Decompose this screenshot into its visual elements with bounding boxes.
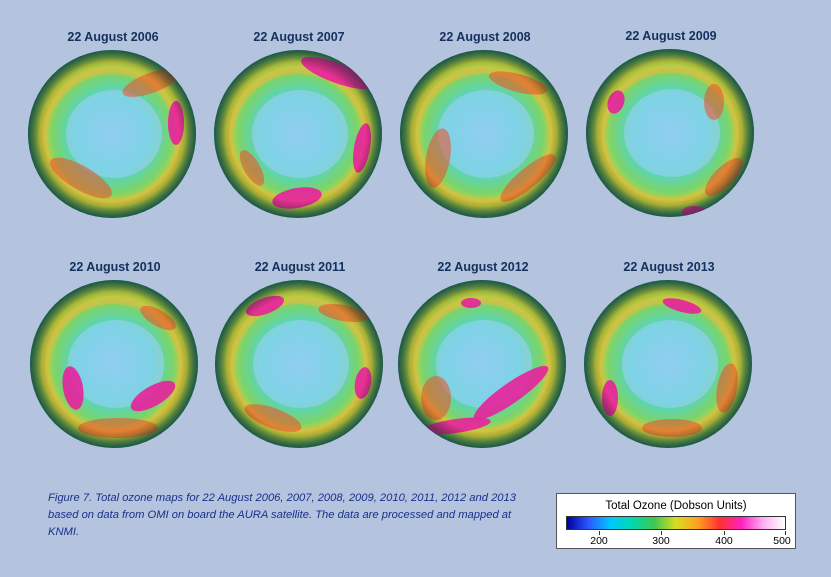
globe-shading: [584, 280, 752, 448]
ozone-map-panel-2007: 22 August 2007: [206, 30, 392, 240]
map-title: 22 August 2012: [437, 260, 529, 274]
legend-tick: [724, 531, 725, 535]
ozone-map-panel-2006: 22 August 2006: [20, 30, 206, 240]
map-title: 22 August 2008: [439, 30, 531, 44]
map-title: 22 August 2010: [69, 260, 161, 274]
figure-caption: Figure 7. Total ozone maps for 22 August…: [48, 492, 516, 538]
ozone-globe-map: [30, 280, 198, 448]
color-scale-bar: [566, 516, 786, 530]
ozone-globe-map: [215, 280, 383, 448]
ozone-map-panel-2013: 22 August 2013: [576, 260, 762, 470]
globe-shading: [214, 50, 382, 218]
globe-shading: [28, 50, 196, 218]
legend-tick-label: 200: [590, 535, 608, 547]
map-title: 22 August 2011: [254, 260, 346, 274]
ozone-map-panel-2011: 22 August 2011: [207, 260, 393, 470]
legend-tick: [661, 531, 662, 535]
globe-shading: [30, 280, 198, 448]
ozone-map-panel-2008: 22 August 2008: [392, 30, 578, 240]
ozone-map-panel-2009: 22 August 2009: [578, 29, 764, 239]
legend-tick-label: 300: [652, 535, 670, 547]
ozone-globe-map: [28, 50, 196, 218]
map-title: 22 August 2009: [625, 29, 717, 43]
legend-tick-label: 400: [715, 535, 733, 547]
map-title: 22 August 2006: [67, 30, 159, 44]
legend-tick: [599, 531, 600, 535]
map-title: 22 August 2013: [623, 260, 715, 274]
ozone-globe-map: [586, 49, 754, 217]
ozone-globe-map: [400, 50, 568, 218]
ozone-globe-map: [398, 280, 566, 448]
map-title: 22 August 2007: [253, 30, 345, 44]
globe-shading: [398, 280, 566, 448]
color-scale-legend: Total Ozone (Dobson Units) 200 300 400 5…: [556, 493, 796, 549]
globe-shading: [215, 280, 383, 448]
ozone-globe-map: [214, 50, 382, 218]
ozone-globe-map: [584, 280, 752, 448]
legend-title: Total Ozone (Dobson Units): [605, 500, 747, 512]
globe-shading: [400, 50, 568, 218]
ozone-map-panel-2010: 22 August 2010: [22, 260, 208, 470]
legend-tick-label: 500: [773, 535, 791, 547]
legend-tick: [785, 531, 786, 535]
ozone-map-panel-2012: 22 August 2012: [390, 260, 576, 470]
globe-shading: [586, 49, 754, 217]
